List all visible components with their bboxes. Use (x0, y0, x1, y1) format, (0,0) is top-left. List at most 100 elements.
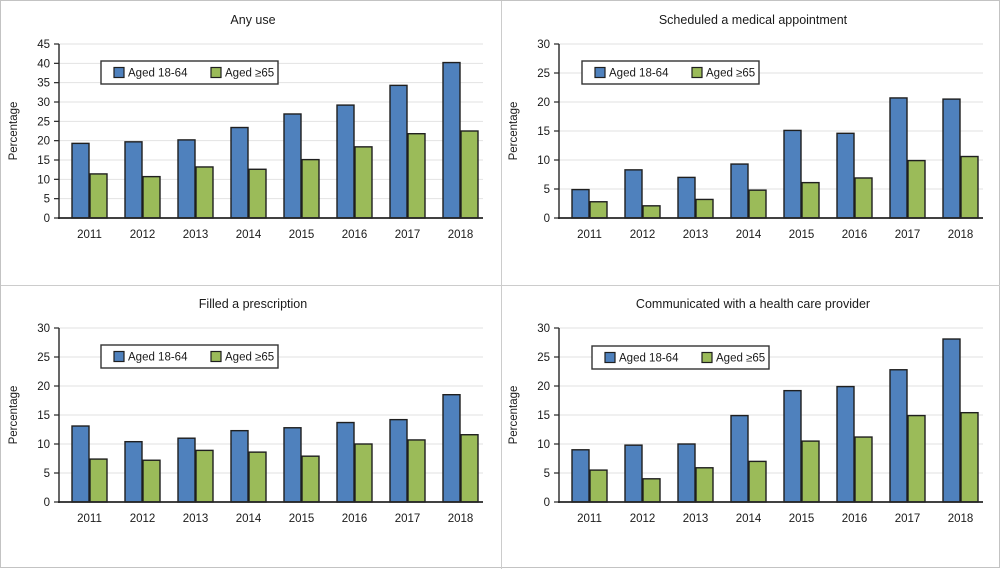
y-tick-label: 0 (44, 497, 50, 509)
legend-swatch-aged-18-64 (113, 66, 125, 79)
y-tick-label: 15 (37, 155, 50, 167)
bar-aged-18-64-2014 (230, 126, 249, 219)
bar-aged-18-64-2017 (889, 369, 908, 503)
x-tick-label: 2017 (395, 229, 421, 241)
bar-aged-18-64-2012 (624, 444, 643, 503)
legend-label: Aged 18-64 (619, 353, 679, 365)
y-tick-label: 10 (37, 439, 50, 451)
bar-aged-18-64-2015 (283, 113, 302, 219)
bar-aged-65plus-2017 (907, 414, 926, 503)
bar-aged-65plus-2018 (460, 130, 479, 219)
bar-aged-18-64-2017 (889, 97, 908, 219)
x-tick-label: 2014 (236, 229, 262, 241)
x-tick-label: 2011 (577, 229, 602, 241)
y-tick-label: 15 (537, 410, 550, 422)
y-tick-label: 20 (37, 381, 50, 393)
y-tick-label: 20 (537, 381, 550, 393)
legend-swatch-aged-65plus (691, 66, 703, 79)
bar-aged-65plus-2017 (407, 133, 426, 219)
chart-filled-prescription: 0 5 10 15 20 25 30 2011 2012 2013 2014 2015 2016 2017… (1, 285, 501, 569)
bar-aged-65plus-2015 (301, 455, 320, 503)
x-tick-label: 2012 (130, 513, 156, 525)
x-tick-label: 2011 (77, 229, 102, 241)
bar-aged-65plus-2012 (142, 175, 161, 219)
x-tick-label: 2013 (183, 513, 209, 525)
bar-aged-18-64-2011 (571, 188, 590, 219)
bar-aged-65plus-2017 (907, 159, 926, 219)
legend-label: Aged 18-64 (128, 352, 188, 364)
bar-aged-18-64-2013 (677, 443, 696, 503)
x-tick-label: 2014 (736, 229, 762, 241)
legend-box (100, 60, 279, 85)
x-tick-label: 2018 (948, 513, 974, 525)
x-tick-label: 2018 (448, 513, 474, 525)
y-tick-label: 45 (37, 39, 50, 51)
bar-aged-18-64-2017 (389, 418, 408, 503)
x-tick-label: 2017 (895, 229, 921, 241)
x-tick-label: 2012 (130, 229, 156, 241)
bar-aged-65plus-2011 (89, 458, 108, 503)
bar-aged-65plus-2014 (248, 168, 267, 219)
bar-aged-18-64-2018 (942, 338, 961, 503)
bar-aged-18-64-2011 (71, 142, 90, 219)
legend-swatch-aged-18-64 (604, 351, 616, 364)
chart-scheduled-appointment: 0 5 10 15 20 25 30 2011 2012 2013 2014 2015 2016 2017… (501, 1, 1000, 285)
legend-label: Aged 18-64 (609, 68, 669, 80)
y-tick-label: 5 (44, 194, 50, 206)
legend-box (581, 60, 760, 85)
scheduled-appointment-bar-chart: 0 5 10 15 20 25 30 2011 2012 2013 2014 2015 2016 2017… (508, 13, 983, 241)
y-tick-label: 0 (44, 213, 50, 225)
bar-aged-18-64-2014 (730, 163, 749, 219)
y-tick-label: 30 (537, 39, 550, 51)
y-tick-label: 10 (537, 439, 550, 451)
x-tick-label: 2012 (630, 513, 656, 525)
y-tick-label: 0 (544, 497, 550, 509)
y-tick-label: 20 (537, 97, 550, 109)
chart-title: Communicated with a health care provider (636, 297, 870, 311)
y-tick-label: 25 (37, 352, 50, 364)
y-tick-label: 0 (544, 213, 550, 225)
communicated-provider-bar-chart: 0 5 10 15 20 25 30 2011 2012 2013 2014 2015 2016 2017… (508, 297, 983, 525)
bar-aged-65plus-2014 (248, 451, 267, 503)
x-tick-label: 2016 (342, 229, 368, 241)
bar-aged-18-64-2017 (389, 84, 408, 219)
x-tick-label: 2018 (448, 229, 474, 241)
x-tick-label: 2015 (289, 513, 315, 525)
y-tick-label: 30 (37, 97, 50, 109)
chart-title: Scheduled a medical appointment (659, 13, 848, 27)
bar-aged-65plus-2016 (354, 443, 373, 503)
bar-aged-65plus-2014 (748, 189, 767, 219)
y-tick-label: 5 (544, 468, 550, 480)
bar-aged-65plus-2012 (142, 459, 161, 503)
legend-label: Aged ≥65 (225, 352, 274, 364)
x-tick-label: 2012 (630, 229, 656, 241)
bar-aged-65plus-2013 (695, 467, 714, 503)
bar-aged-65plus-2013 (695, 198, 714, 219)
bar-aged-65plus-2011 (89, 173, 108, 219)
bar-aged-65plus-2015 (801, 181, 820, 219)
x-tick-label: 2014 (736, 513, 762, 525)
bar-aged-65plus-2012 (642, 205, 661, 219)
legend-label: Aged ≥65 (706, 68, 755, 80)
bar-aged-65plus-2018 (960, 411, 979, 503)
y-tick-label: 25 (37, 116, 50, 128)
bar-aged-18-64-2012 (624, 169, 643, 219)
y-axis-title: Percentage (8, 102, 20, 161)
bar-aged-18-64-2013 (677, 176, 696, 219)
bar-aged-65plus-2013 (195, 166, 214, 219)
bar-aged-18-64-2016 (836, 132, 855, 219)
bar-aged-65plus-2016 (854, 436, 873, 503)
bar-aged-18-64-2016 (336, 104, 355, 219)
bar-aged-65plus-2017 (407, 439, 426, 503)
legend-swatch-aged-65plus (701, 351, 713, 364)
bar-aged-65plus-2012 (642, 478, 661, 503)
legend-box (100, 344, 279, 369)
x-tick-label: 2015 (789, 229, 815, 241)
quadrant-divider-horizontal (1, 285, 1000, 286)
legend-label: Aged ≥65 (716, 353, 765, 365)
x-tick-label: 2017 (895, 513, 921, 525)
chart-title: Any use (230, 13, 275, 27)
bar-aged-18-64-2012 (124, 141, 143, 219)
y-tick-label: 40 (37, 58, 50, 70)
